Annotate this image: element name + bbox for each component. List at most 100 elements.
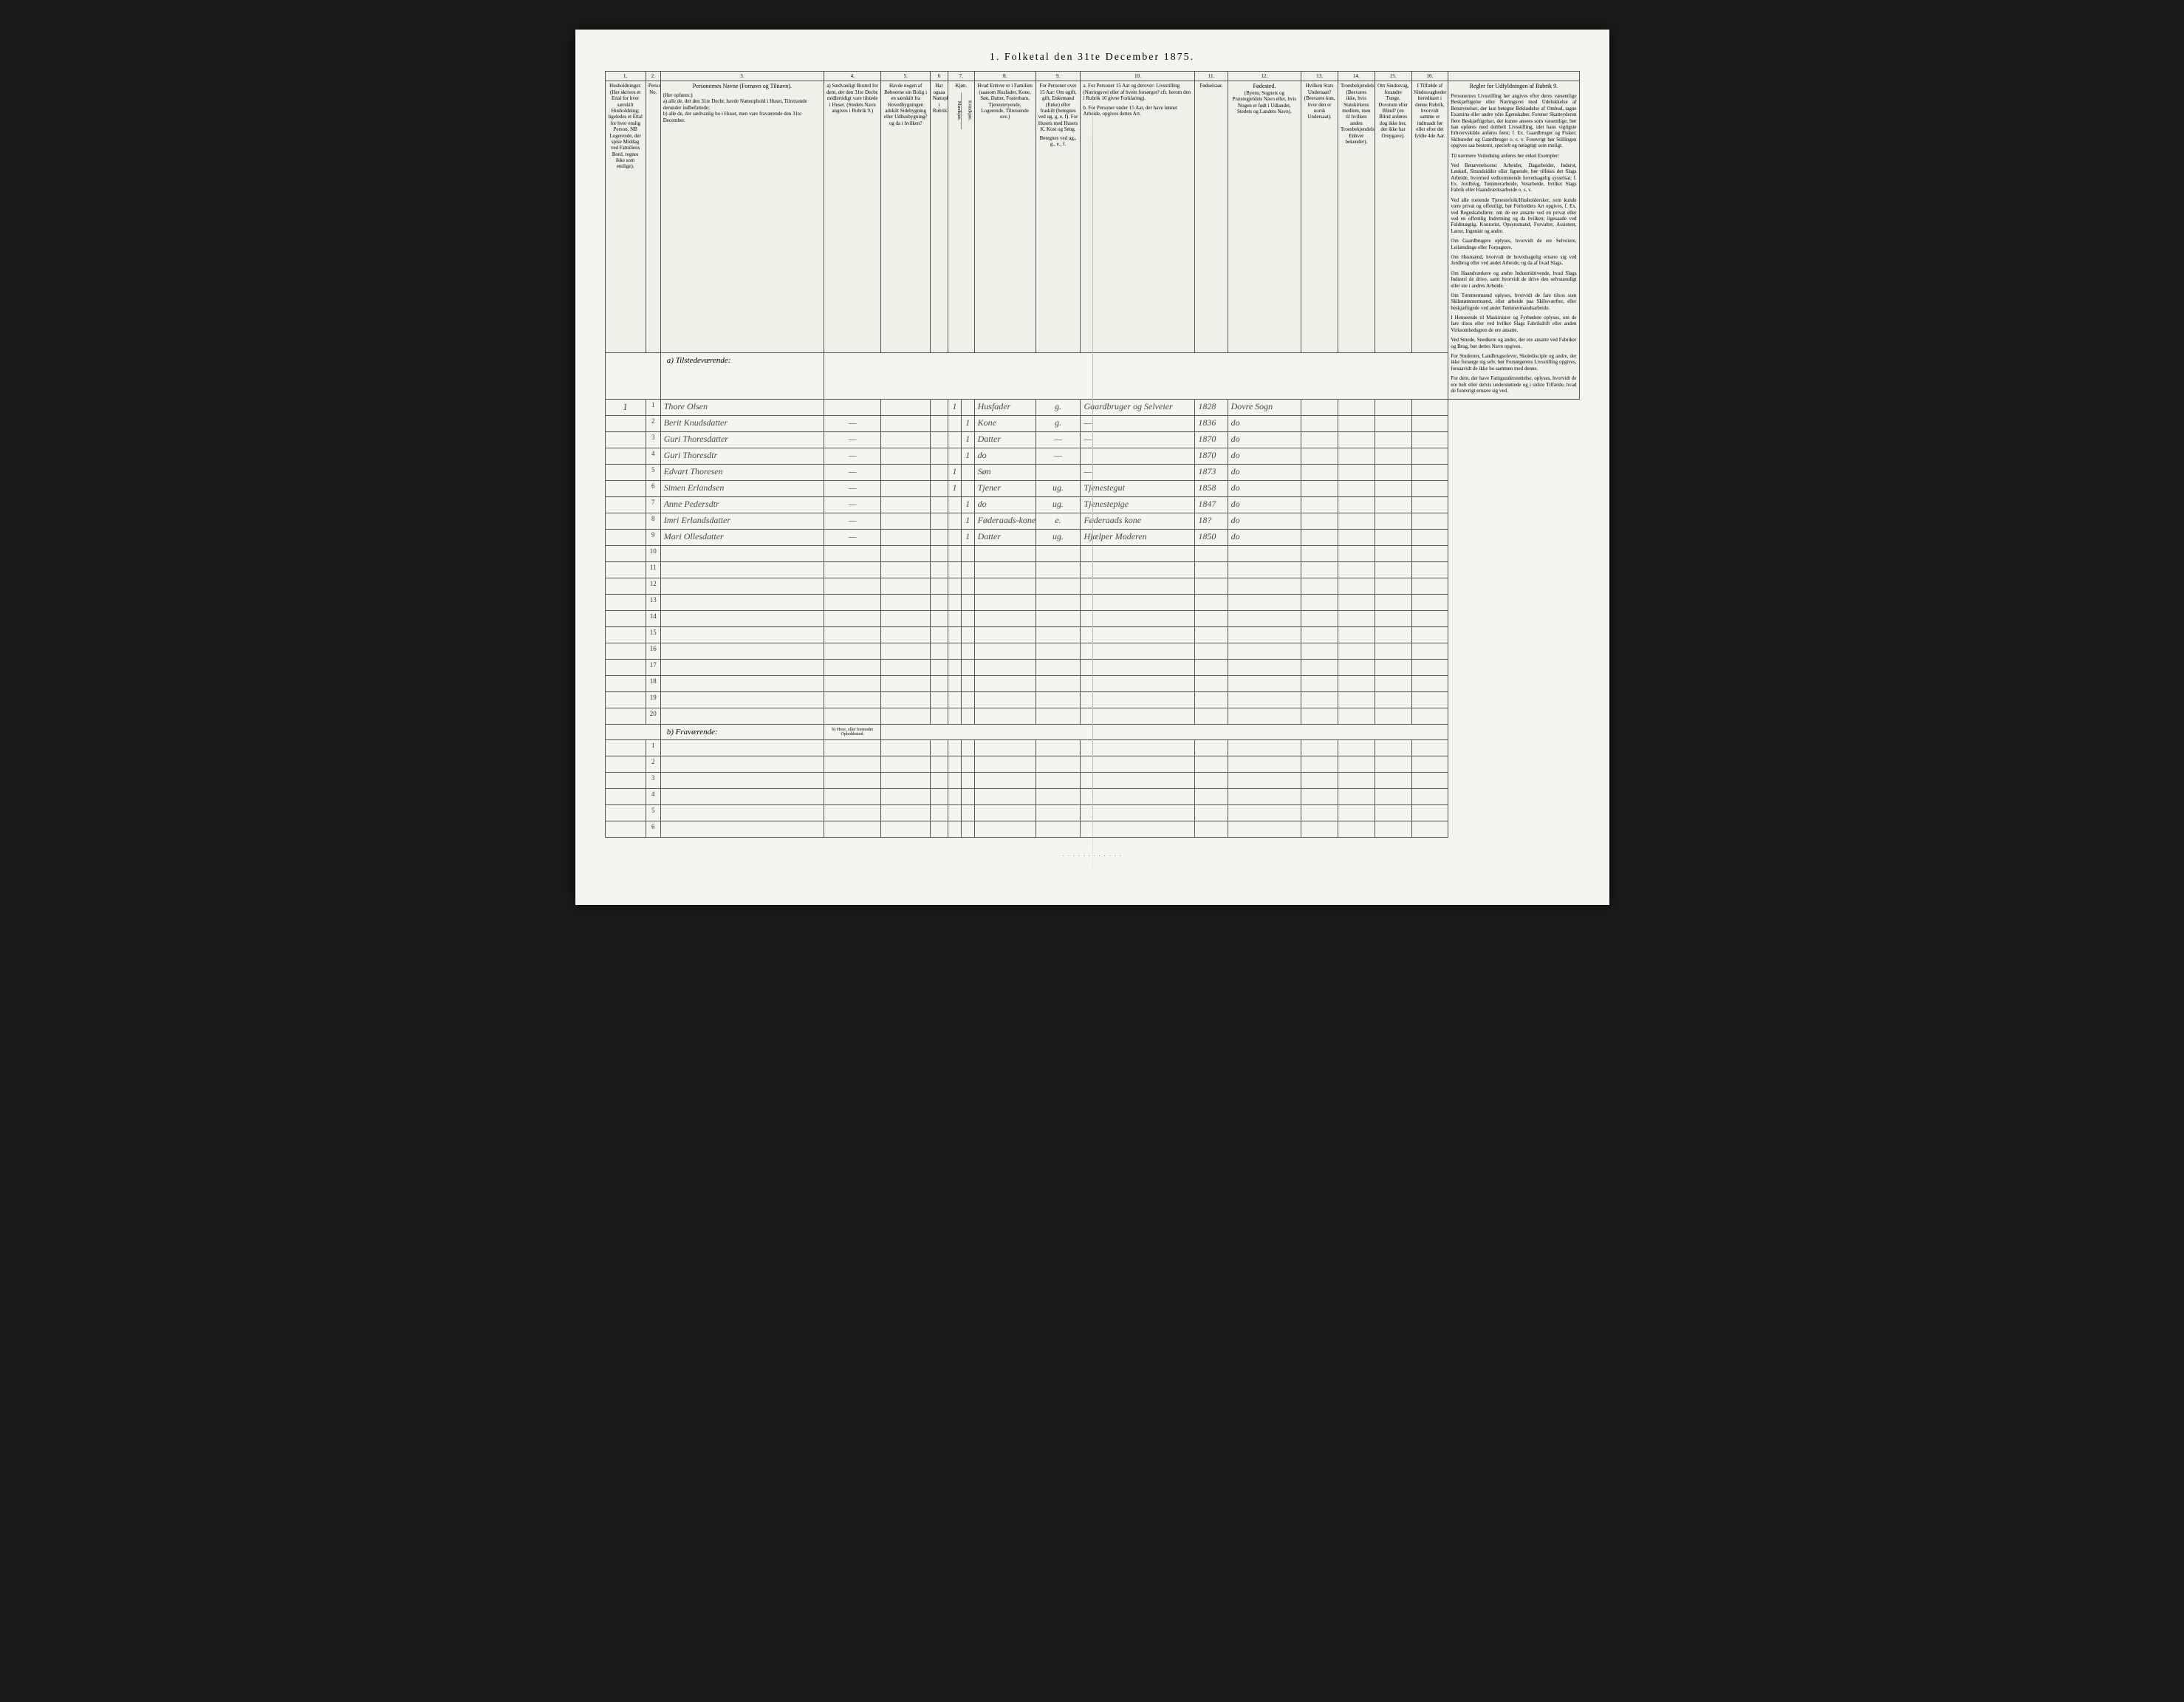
cell-male xyxy=(948,513,962,530)
cell-person-no: 14 xyxy=(646,611,660,627)
col-num-2: 2. xyxy=(646,72,660,81)
table-row-empty: 5 xyxy=(605,805,1579,821)
side-p7: Om Haandværkere og andre Industridrivend… xyxy=(1451,270,1576,289)
cell-civil xyxy=(1035,465,1081,481)
cell-name: Anne Pedersdtr xyxy=(660,497,824,513)
section-a-label-row: a) Tilstedeværende: xyxy=(605,353,1579,400)
cell-name: Berit Knudsdatter xyxy=(660,416,824,432)
hdr-12: Fødested. (Byens, Sognets og Præstegjeld… xyxy=(1228,81,1301,353)
side-p6: Om Husmænd, hvorvidt de hovedsagelig ern… xyxy=(1451,254,1576,267)
cell-c5 xyxy=(881,497,930,513)
cell-birthplace: do xyxy=(1228,432,1301,448)
cell-c6 xyxy=(930,481,948,497)
cell-14 xyxy=(1338,530,1375,546)
col-num-15: 15. xyxy=(1375,72,1411,81)
hdr-3-title: Personernes Navne (Fornavn og Tilnavn). xyxy=(663,83,821,90)
cell-birthplace: do xyxy=(1228,448,1301,465)
cell-male xyxy=(948,448,962,465)
cell-name: Mari Ollesdatter xyxy=(660,530,824,546)
cell-occupation: Hjælper Moderen xyxy=(1081,530,1195,546)
cell-16 xyxy=(1411,513,1448,530)
table-row: 3Guri Thoresdatter—1Datter——1870do xyxy=(605,432,1579,448)
cell-relation: do xyxy=(974,497,1035,513)
cell-female: 1 xyxy=(961,416,974,432)
hdr-8: Hvad Enhver er i Familien (saasom Husfad… xyxy=(974,81,1035,353)
cell-16 xyxy=(1411,497,1448,513)
cell-13 xyxy=(1301,530,1338,546)
col-num-7: 7. xyxy=(948,72,974,81)
table-row: 6Simen Erlandsen—1Tjenerug.Tjenestegut18… xyxy=(605,481,1579,497)
side-p1: Personernes Livsstilling her angives eft… xyxy=(1451,93,1576,149)
col-num-13: 13. xyxy=(1301,72,1338,81)
cell-year: 1836 xyxy=(1195,416,1228,432)
cell-female: 1 xyxy=(961,432,974,448)
cell-14 xyxy=(1338,513,1375,530)
cell-c5 xyxy=(881,513,930,530)
col-num-side xyxy=(1448,72,1579,81)
cell-household xyxy=(605,432,646,448)
cell-person-no: 8 xyxy=(646,513,660,530)
cell-15 xyxy=(1375,481,1411,497)
col-num-8: 8. xyxy=(974,72,1035,81)
hdr-10: a. For Personer 15 Aar og derover: Livss… xyxy=(1081,81,1195,353)
hdr-3: Personernes Navne (Fornavn og Tilnavn). … xyxy=(660,81,824,353)
cell-c5 xyxy=(881,530,930,546)
hdr-7-title: Kjøn. xyxy=(951,83,971,89)
table-row: 4Guri Thoresdtr—1do—1870do xyxy=(605,448,1579,465)
cell-year: 1858 xyxy=(1195,481,1228,497)
hdr-9: For Personer over 15 Aar: Om ugift, gift… xyxy=(1035,81,1081,353)
cell-relation: Husfader xyxy=(974,400,1035,416)
cell-relation: Tjener xyxy=(974,481,1035,497)
table-row: 8Imri Erlandsdatter—1Føderaads-konee.Fød… xyxy=(605,513,1579,530)
cell-civil: g. xyxy=(1035,416,1081,432)
side-p3: Ved Benævnelserne: Arbeider, Dagarbeider… xyxy=(1451,163,1576,194)
cell-person-no: 5 xyxy=(646,465,660,481)
cell-15 xyxy=(1375,416,1411,432)
cell-male xyxy=(948,530,962,546)
cell-16 xyxy=(1411,530,1448,546)
table-row-empty: 19 xyxy=(605,692,1579,708)
cell-15 xyxy=(1375,448,1411,465)
hdr-16: I Tilfælde af Sindssvagheder hereditært … xyxy=(1411,81,1448,353)
cell-year: 1847 xyxy=(1195,497,1228,513)
cell-relation: Datter xyxy=(974,432,1035,448)
side-p8: Om Tømmermænd oplyses, hvorvidt de fare … xyxy=(1451,293,1576,311)
cell-c5 xyxy=(881,465,930,481)
cell-c5 xyxy=(881,400,930,416)
cell-year: 1828 xyxy=(1195,400,1228,416)
cell-name: Guri Thoresdatter xyxy=(660,432,824,448)
cell-14 xyxy=(1338,416,1375,432)
cell-name: Simen Erlandsen xyxy=(660,481,824,497)
cell-13 xyxy=(1301,432,1338,448)
cell-c6 xyxy=(930,513,948,530)
cell-civil: — xyxy=(1035,448,1081,465)
side-p11: For Studenter, Landbrugselever, Skoledis… xyxy=(1451,353,1576,372)
table-row-empty: 15 xyxy=(605,627,1579,643)
cell-c4 xyxy=(824,400,881,416)
cell-16 xyxy=(1411,481,1448,497)
cell-household xyxy=(605,465,646,481)
cell-person-no: 19 xyxy=(646,692,660,708)
cell-c6 xyxy=(930,448,948,465)
cell-person-no: 15 xyxy=(646,627,660,643)
cell-person-no: 18 xyxy=(646,676,660,692)
cell-relation: Datter xyxy=(974,530,1035,546)
cell-16 xyxy=(1411,432,1448,448)
cell-person-no: 16 xyxy=(646,643,660,660)
table-row-empty: 10 xyxy=(605,546,1579,562)
cell-15 xyxy=(1375,530,1411,546)
cell-person-no: 17 xyxy=(646,660,660,676)
col-num-10: 10. xyxy=(1081,72,1195,81)
col-num-3: 3. xyxy=(660,72,824,81)
cell-14 xyxy=(1338,432,1375,448)
cell-13 xyxy=(1301,497,1338,513)
col-num-5: 5. xyxy=(881,72,930,81)
side-p10: Ved Smede, Snedkere og andre, der ere an… xyxy=(1451,337,1576,349)
cell-person-no: 9 xyxy=(646,530,660,546)
cell-civil: ug. xyxy=(1035,497,1081,513)
cell-15 xyxy=(1375,497,1411,513)
cell-c4: — xyxy=(824,432,881,448)
col-num-1: 1. xyxy=(605,72,646,81)
col-num-9: 9. xyxy=(1035,72,1081,81)
cell-c4: — xyxy=(824,481,881,497)
